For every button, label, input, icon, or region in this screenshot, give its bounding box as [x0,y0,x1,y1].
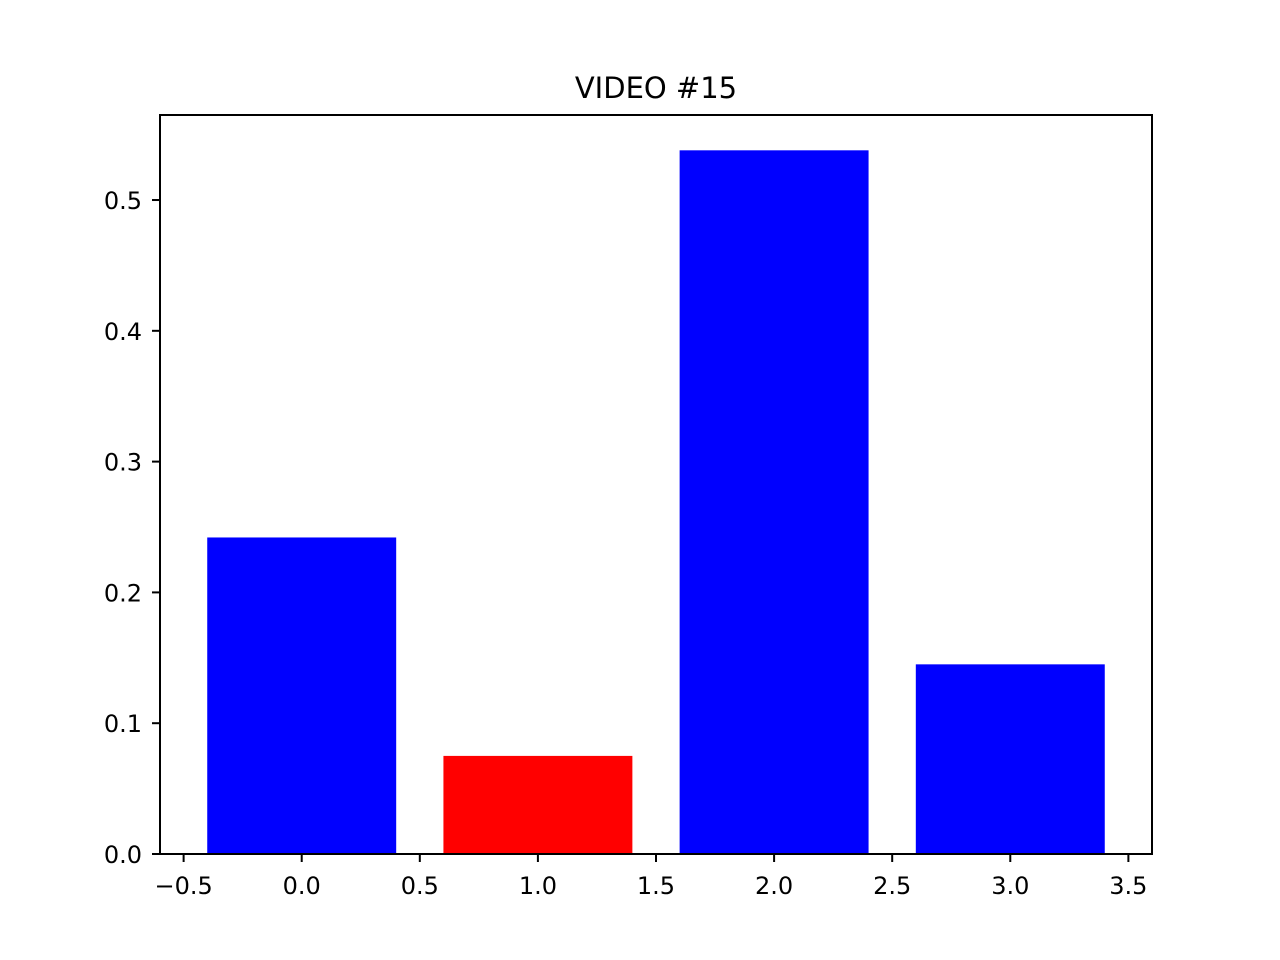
x-tick-label: 0.0 [283,872,321,900]
x-tick-label: 0.5 [401,872,439,900]
x-tick-label: 3.0 [991,872,1029,900]
chart-title: VIDEO #15 [575,71,737,105]
y-tick-label: 0.0 [104,841,142,869]
y-tick-label: 0.1 [104,710,142,738]
x-tick-label: 3.5 [1109,872,1147,900]
x-tick-label: −0.5 [154,872,212,900]
y-tick-label: 0.5 [104,187,142,215]
x-tick-label: 1.0 [519,872,557,900]
bar-0 [207,537,397,854]
x-tick-label: 1.5 [637,872,675,900]
y-tick-label: 0.2 [104,579,142,607]
x-tick-label: 2.0 [755,872,793,900]
y-tick-label: 0.3 [104,449,142,477]
x-tick-label: 2.5 [873,872,911,900]
bars-group [207,150,1105,854]
y-axis-ticks: 0.0 0.1 0.2 0.3 0.4 0.5 [104,187,160,869]
plot-frame [159,114,1153,855]
y-tick-label: 0.4 [104,318,142,346]
bar-1 [443,755,633,854]
x-axis-ticks: −0.5 0.0 0.5 1.0 1.5 2.0 2.5 3.0 3.5 [154,854,1147,900]
bar-2 [679,150,869,854]
bar-3 [915,664,1105,854]
